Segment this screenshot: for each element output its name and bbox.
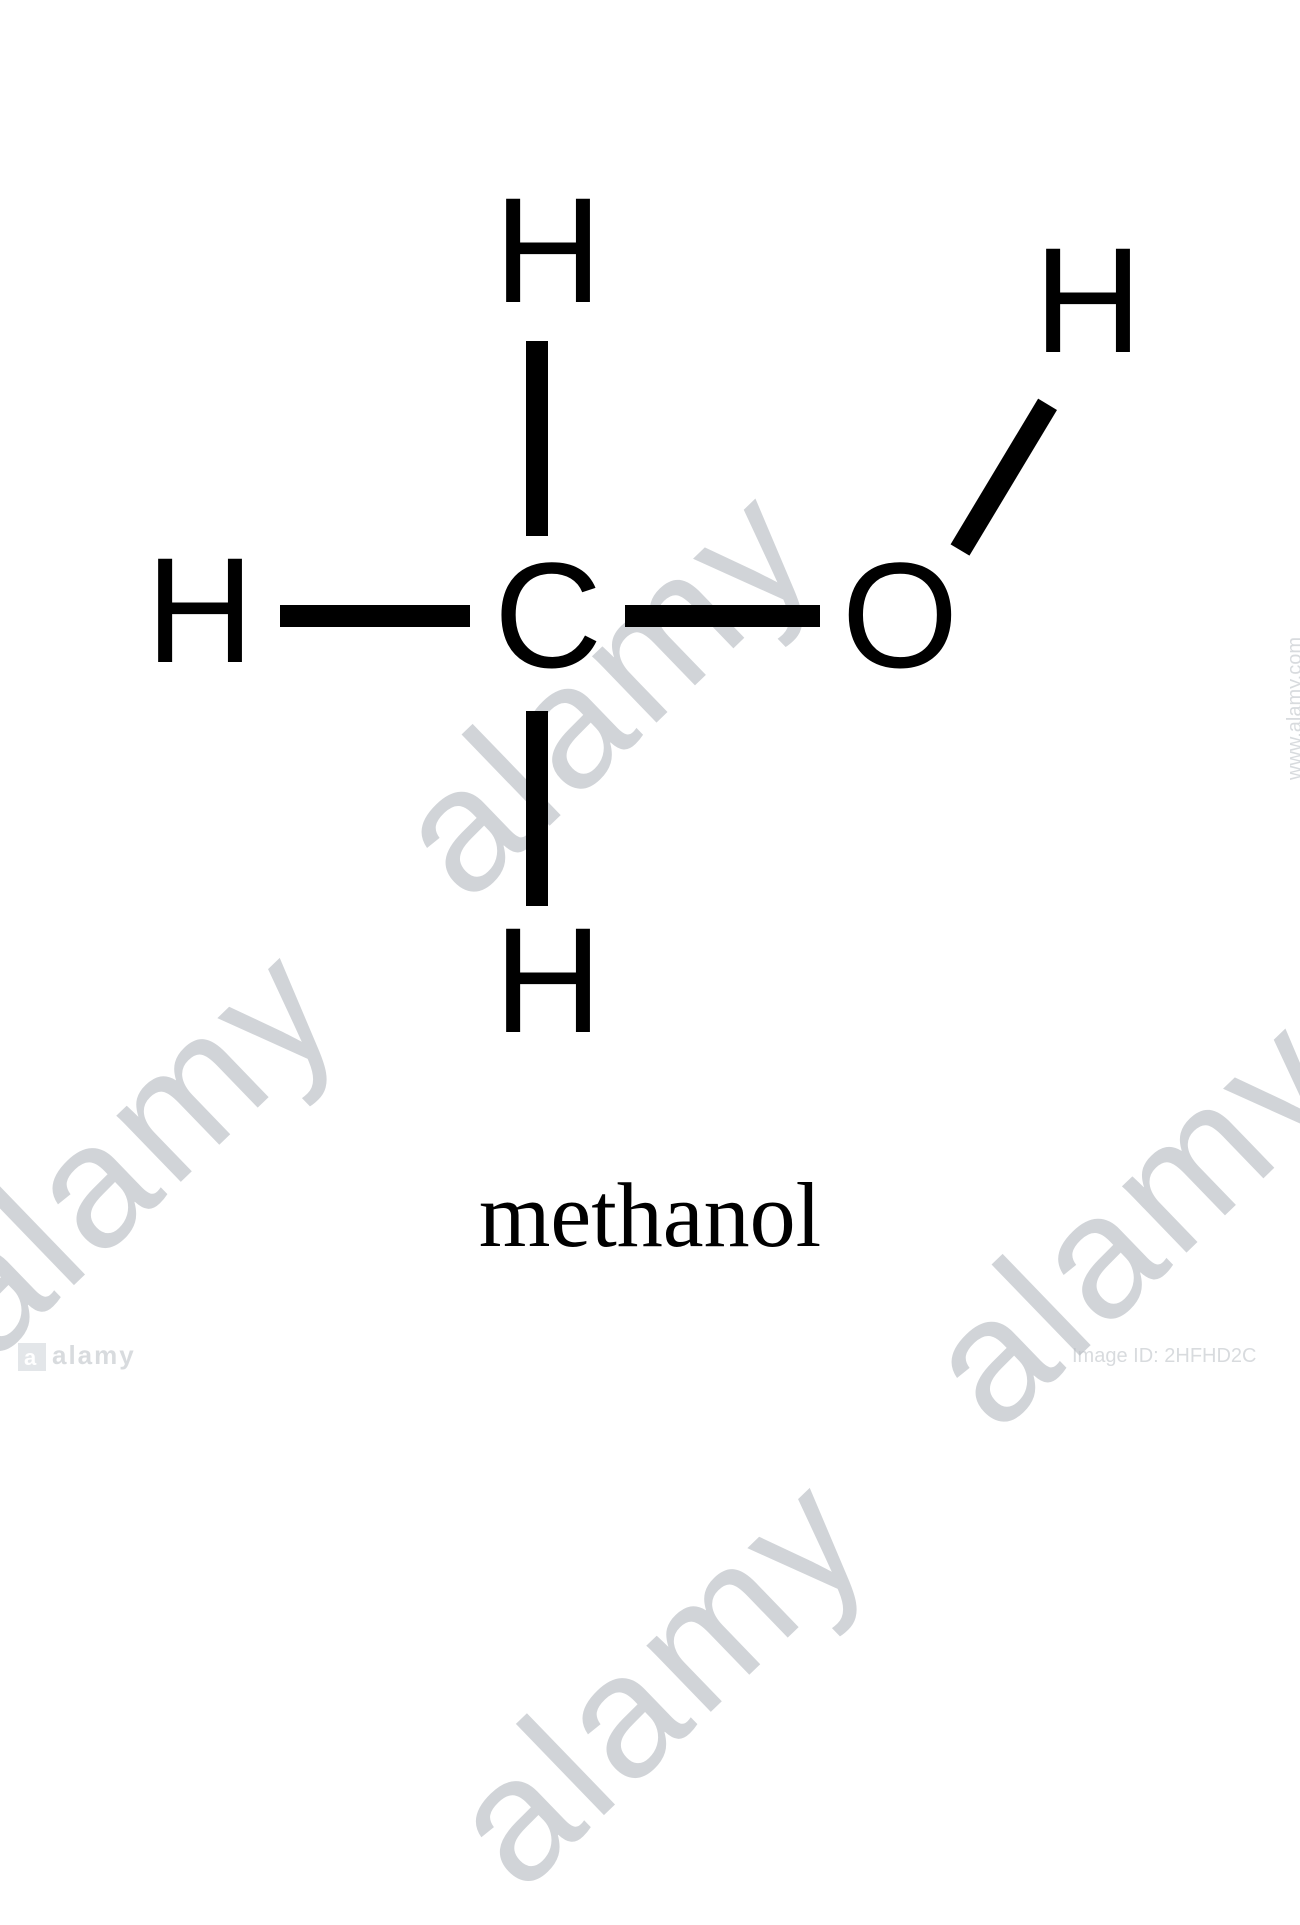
bond-c-h-left [280, 605, 470, 627]
chemical-structure-diagram: alamy alamy alamy alamy C O H H H H meth… [0, 0, 1300, 1390]
watermark-side-url: www.alamy.com [1284, 637, 1300, 780]
bond-c-h-bottom [526, 711, 548, 906]
watermark-text: alamy [358, 448, 851, 933]
bond-o-h [951, 399, 1057, 556]
molecule-caption: methanol [479, 1169, 821, 1261]
watermark-text: alamy [0, 907, 375, 1392]
watermark-text: alamy [412, 1437, 905, 1922]
atom-carbon: C [494, 540, 602, 690]
watermark-brand-text: alamy [52, 1340, 136, 1370]
watermark-text: alamy [888, 978, 1300, 1463]
atom-hydrogen-bottom: H [494, 905, 602, 1055]
bond-c-o [625, 605, 820, 627]
watermark-image-id: Image ID: 2HFHD2C [1072, 1345, 1257, 1368]
atom-hydrogen-top: H [494, 175, 602, 325]
bond-c-h-top [526, 341, 548, 536]
atom-hydrogen-oh: H [1034, 225, 1142, 375]
watermark-footer-brand: a alamy [18, 1340, 136, 1371]
atom-hydrogen-left: H [146, 535, 254, 685]
atom-oxygen: O [842, 540, 959, 690]
watermark-id-label: Image ID: [1072, 1345, 1164, 1367]
watermark-diagonal-2: alamy alamy [410, 976, 1300, 1925]
watermark-id-value: 2HFHD2C [1164, 1345, 1256, 1367]
